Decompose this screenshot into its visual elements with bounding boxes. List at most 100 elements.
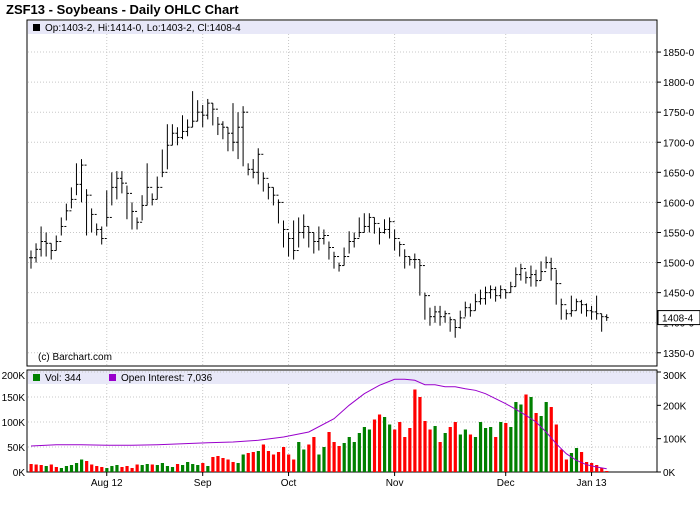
ohlc-bar	[29, 250, 33, 269]
volume-bar	[352, 442, 356, 472]
volume-bar	[145, 464, 149, 472]
ohlc-bar	[286, 228, 291, 257]
price-tick-label: 1600-0	[663, 198, 695, 209]
ohlc-bar	[170, 124, 175, 146]
volume-bar	[519, 404, 523, 472]
ohlc-bar	[549, 257, 554, 281]
volume-bar	[175, 464, 180, 472]
volume-bar	[80, 459, 84, 472]
volume-bar	[509, 427, 513, 472]
price-tick-label: 1450-0	[663, 289, 695, 300]
volume-bar	[49, 464, 53, 472]
ohlc-bar	[220, 121, 225, 140]
volume-bar	[44, 466, 48, 472]
ohlc-bar	[225, 126, 230, 152]
price-tick-label: 1750-0	[663, 108, 695, 119]
volume-bar	[135, 464, 139, 472]
ohlc-bar	[210, 102, 215, 126]
volume-bar	[478, 422, 483, 472]
ohlc-bar	[296, 217, 301, 252]
ohlc-bar	[352, 232, 357, 248]
volume-bar	[569, 453, 574, 472]
volume-bar	[383, 417, 387, 472]
ohlc-bar	[604, 314, 609, 321]
oi-tick-label: 300K	[663, 371, 687, 382]
ohlc-bar	[135, 210, 140, 230]
ohlc-bar	[417, 259, 422, 296]
volume-bar	[585, 462, 589, 472]
volume-bar	[448, 427, 452, 472]
x-tick-label: Jan 13	[577, 478, 607, 489]
volume-bar	[554, 424, 558, 472]
ohlc-bar	[165, 124, 170, 173]
ohlc-bar	[599, 313, 604, 332]
ohlc-bar	[544, 256, 549, 273]
volume-bar	[29, 464, 33, 472]
volume-bar	[342, 443, 346, 472]
ohlc-bar	[54, 235, 59, 252]
volume-bar	[534, 413, 538, 472]
volume-bar	[514, 402, 518, 472]
volume-bar	[105, 468, 109, 472]
ohlc-bar	[569, 295, 574, 317]
volume-bar	[489, 427, 493, 472]
x-tick-label: Sep	[194, 478, 212, 489]
ohlc-bar	[281, 201, 286, 248]
ohlc-bar	[271, 186, 276, 206]
ohlc-bar	[377, 222, 382, 245]
open-interest-y-axis: 0K 100K 200K 300K	[657, 371, 687, 479]
ohlc-bar	[594, 295, 599, 320]
ohlc-bar	[554, 268, 559, 305]
ohlc-bar	[427, 295, 432, 326]
volume-bar	[499, 422, 503, 472]
ohlc-bar	[483, 286, 488, 305]
volume-bar	[367, 429, 372, 472]
volume-bar	[529, 397, 533, 472]
ohlc-bar	[190, 91, 195, 128]
ohlc-bar	[518, 263, 523, 281]
volume-bar	[155, 465, 159, 472]
volume-bar	[453, 422, 457, 472]
ohlc-bar	[397, 237, 402, 257]
volume-bar	[468, 434, 473, 472]
ohlc-bar	[306, 225, 311, 248]
price-tick-label: 1350-0	[663, 349, 695, 360]
volume-bar	[266, 451, 271, 472]
price-tick-label: 1550-0	[663, 228, 695, 239]
ohlc-bar	[412, 253, 417, 269]
ohlc-bar	[64, 203, 69, 227]
volume-bar	[241, 454, 245, 472]
chart-title: ZSF13 - Soybeans - Daily OHLC Chart	[6, 2, 239, 17]
ohlc-bar	[150, 186, 155, 206]
volume-bar	[130, 468, 134, 472]
volume-bar	[357, 433, 361, 472]
x-tick-label: Oct	[281, 478, 297, 489]
ohlc-bar	[326, 234, 331, 260]
ohlc-bar	[109, 172, 114, 218]
volume-bar	[473, 437, 478, 472]
ohlc-bar	[160, 149, 165, 188]
ohlc-bar	[291, 220, 296, 260]
x-axis: Aug 12 Sep Oct Nov Dec Jan 13	[91, 472, 607, 489]
oi-legend: Open Interest: 7,036	[121, 373, 213, 384]
volume-bar	[181, 465, 185, 472]
ohlc-bar	[443, 310, 448, 323]
ohlc-bar	[266, 177, 271, 200]
volume-bar	[605, 471, 609, 472]
ohlc-bar	[130, 192, 134, 230]
ohlc-bar	[589, 305, 594, 320]
oi-tick-label: 200K	[663, 401, 687, 412]
volume-bar	[504, 423, 508, 472]
price-tick-label: 1800-0	[663, 78, 695, 89]
ohlc-bar	[357, 217, 362, 239]
volume-bar	[246, 453, 250, 472]
volume-bar	[428, 429, 432, 472]
volume-bars	[29, 389, 609, 472]
volume-bar	[191, 464, 195, 472]
ohlc-bar	[205, 98, 210, 120]
ohlc-bar	[236, 112, 241, 160]
ohlc-bar	[508, 281, 513, 294]
ohlc-bar	[448, 313, 453, 332]
ohlc-bar	[458, 310, 463, 329]
quote-legend-swatch	[33, 24, 40, 31]
